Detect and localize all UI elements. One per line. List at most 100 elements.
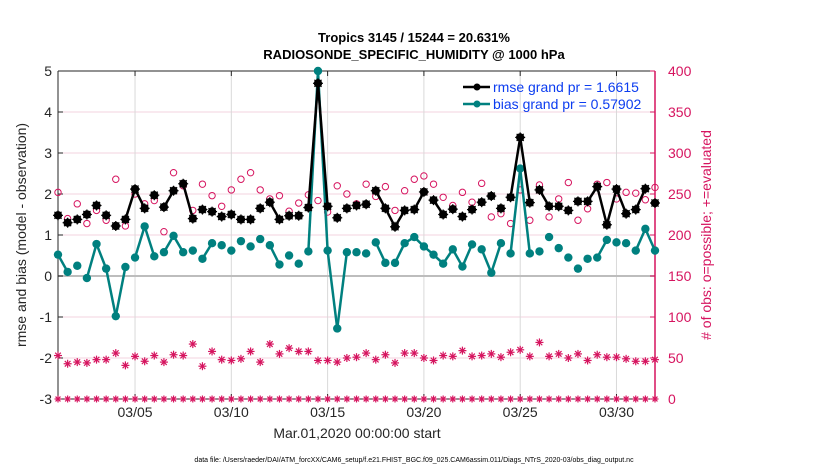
chart-title: Tropics 3145 / 15244 = 20.631% <box>318 30 510 45</box>
bias-point <box>217 241 226 250</box>
bias-point <box>381 258 390 268</box>
evaluated-zero-marker <box>121 395 129 403</box>
possible-obs-marker <box>237 175 245 183</box>
bias-point <box>352 248 361 257</box>
evaluated-obs-marker <box>651 355 659 364</box>
bias-point <box>256 234 265 244</box>
possible-obs-marker <box>487 213 496 221</box>
evaluated-obs-marker <box>294 347 303 356</box>
evaluated-obs-marker <box>188 340 197 349</box>
evaluated-obs-marker <box>525 352 534 361</box>
evaluated-zero-marker <box>362 395 370 403</box>
rmse-point-star <box>197 204 208 215</box>
evaluated-obs-marker <box>169 350 178 359</box>
evaluated-zero-marker <box>285 395 293 403</box>
bias-point <box>275 260 284 269</box>
rmse-point-star <box>274 214 285 225</box>
bias-point <box>169 231 178 241</box>
legend-rmse-marker <box>473 83 481 91</box>
evaluated-zero-marker <box>324 395 332 403</box>
evaluated-zero-marker <box>603 395 611 403</box>
bias-point <box>227 246 236 255</box>
evaluated-zero-marker <box>574 395 582 403</box>
y-tick-label: -3 <box>40 391 53 407</box>
evaluated-zero-marker <box>93 395 101 403</box>
rmse-point-star <box>361 199 372 210</box>
data-file-footnote: data file: /Users/raeder/DAI/ATM_forcXX/… <box>194 457 634 464</box>
evaluated-obs-marker <box>198 362 207 371</box>
rmse-point-star <box>341 203 352 214</box>
rmse-point-star <box>264 197 275 208</box>
x-tick-label: 03/05 <box>118 404 153 420</box>
bias-point <box>410 232 419 242</box>
evaluated-zero-marker <box>564 395 572 403</box>
bias-point <box>150 252 159 261</box>
possible-obs-marker <box>420 172 428 180</box>
evaluated-zero-marker <box>112 395 120 403</box>
y2-tick-label: 50 <box>668 350 684 366</box>
bias-segment <box>143 226 156 257</box>
rmse-point-star <box>447 204 458 215</box>
rmse-point-star <box>293 210 304 221</box>
evaluated-zero-marker <box>179 395 187 403</box>
bias-point <box>207 239 217 248</box>
evaluated-obs-marker <box>313 356 322 365</box>
bias-point <box>111 311 120 321</box>
y-tick-label: -1 <box>40 309 53 325</box>
bias-point <box>246 242 255 251</box>
evaluated-obs-marker <box>391 358 400 367</box>
rmse-point-star <box>476 197 487 208</box>
possible-obs-marker <box>391 206 399 215</box>
evaluated-obs-marker <box>333 358 342 367</box>
rmse-point-star <box>303 202 314 213</box>
rmse-point-star <box>139 203 150 214</box>
rmse-point-star <box>582 196 593 207</box>
bias-segment <box>95 243 108 270</box>
evaluated-obs-marker <box>140 357 149 366</box>
evaluated-zero-marker <box>150 395 158 403</box>
evaluated-obs-marker <box>304 347 313 356</box>
possible-obs-marker <box>295 199 303 207</box>
evaluated-obs-marker <box>593 350 602 359</box>
possible-obs-marker <box>54 188 62 197</box>
rmse-segment <box>509 137 522 198</box>
evaluated-obs-marker <box>612 353 621 362</box>
evaluated-obs-marker <box>92 355 101 364</box>
rmse-point-star <box>390 221 401 232</box>
evaluated-obs-marker <box>400 349 409 358</box>
evaluated-zero-marker <box>632 395 640 403</box>
rmse-point-star <box>351 200 362 211</box>
possible-obs-marker <box>526 216 534 224</box>
evaluated-zero-marker <box>54 395 62 403</box>
possible-obs-marker <box>439 193 447 201</box>
evaluated-obs-marker <box>458 346 467 355</box>
evaluated-obs-marker <box>275 349 284 358</box>
rmse-segment <box>518 137 532 203</box>
rmse-segment <box>596 186 609 226</box>
evaluated-obs-marker <box>448 352 457 361</box>
evaluated-zero-marker <box>478 395 486 403</box>
evaluated-zero-marker <box>198 395 206 403</box>
possible-obs-marker <box>169 168 178 177</box>
evaluated-zero-marker <box>189 395 197 403</box>
possible-obs-marker <box>343 190 351 198</box>
bias-segment <box>480 248 493 274</box>
bias-point <box>487 268 496 277</box>
bias-point <box>506 249 515 258</box>
bias-point <box>390 258 400 268</box>
possible-obs-marker <box>256 186 264 194</box>
possible-obs-marker <box>468 198 476 206</box>
evaluated-zero-marker <box>227 395 235 403</box>
bias-point <box>448 245 457 254</box>
bias-segment <box>490 242 503 274</box>
rmse-point-star <box>495 203 506 214</box>
evaluated-obs-marker <box>246 347 255 356</box>
evaluated-obs-marker <box>419 354 428 362</box>
bias-segment <box>336 252 349 329</box>
possible-obs-marker <box>227 186 236 194</box>
possible-obs-marker <box>555 195 563 203</box>
evaluated-zero-marker <box>584 395 592 403</box>
bias-point <box>333 324 342 333</box>
possible-obs-marker <box>458 188 467 197</box>
bias-point <box>304 247 313 256</box>
